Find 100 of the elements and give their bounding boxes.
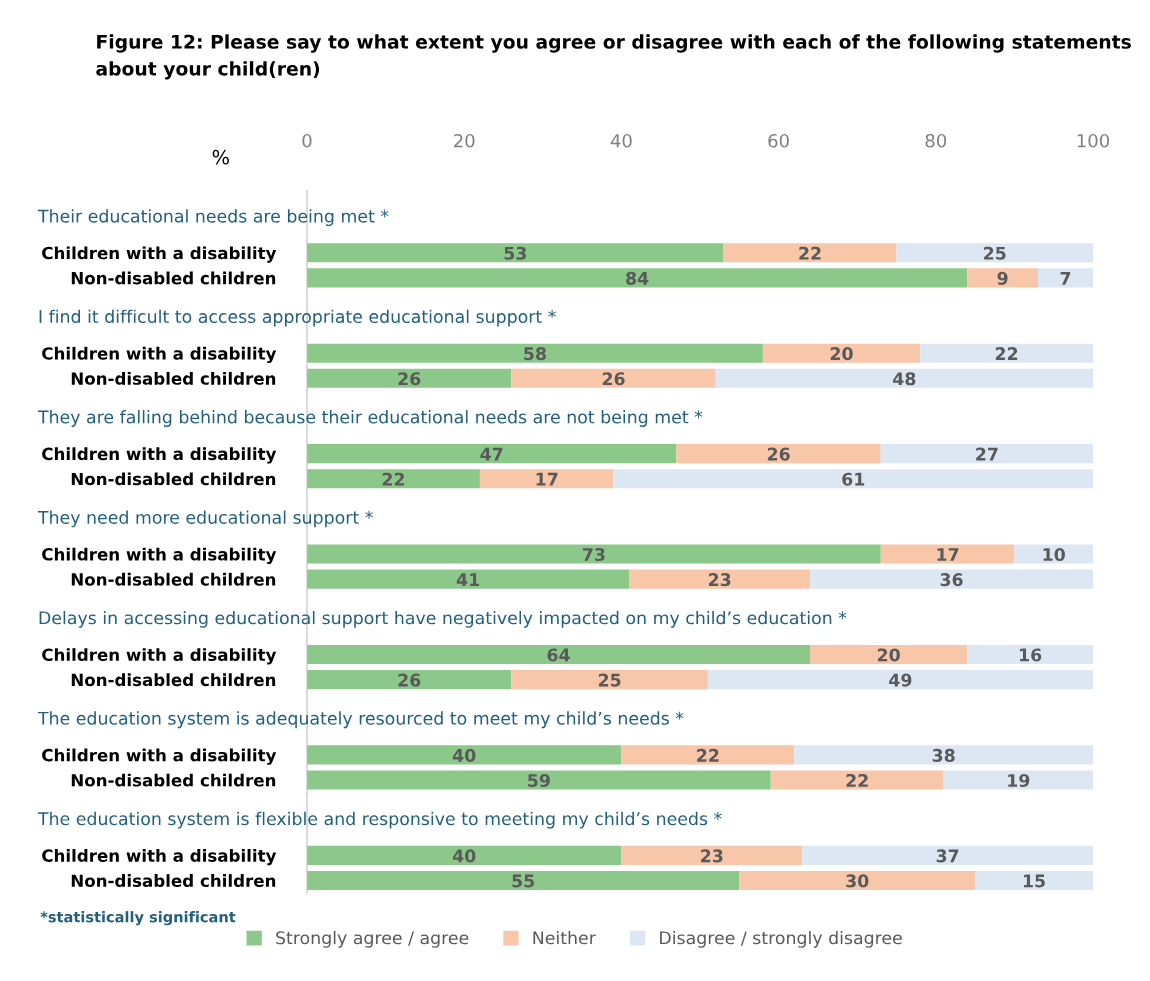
bar	[621, 845, 803, 865]
bar	[880, 544, 1015, 564]
bar	[307, 745, 622, 765]
bar	[511, 368, 716, 388]
data-label: 53	[504, 246, 526, 260]
bar	[621, 745, 795, 765]
bar	[307, 644, 811, 665]
bar	[511, 670, 708, 690]
bar	[307, 243, 724, 263]
bar	[794, 745, 1093, 765]
chart-title: The education system is flexible and responsive to meeting my child’s needs *	[37, 811, 722, 829]
chart-title: They are falling behind because their educational needs are not being met *	[37, 410, 703, 427]
bar	[307, 544, 881, 564]
bar	[307, 870, 740, 890]
x-tick-label: 100	[1077, 133, 1110, 148]
bar	[920, 343, 1093, 363]
bar	[307, 469, 480, 489]
bar	[770, 770, 944, 790]
bar	[762, 343, 921, 363]
data-label: 64	[547, 648, 570, 662]
data-label: 17	[536, 472, 558, 486]
data-label: 10	[1043, 547, 1065, 562]
bar	[613, 469, 1093, 489]
data-label: 49	[889, 673, 912, 687]
data-label: 84	[626, 271, 649, 285]
data-label: 9	[997, 271, 1008, 285]
data-label: 22	[846, 773, 868, 787]
y-tick-label: Children with a disability	[42, 346, 277, 364]
data-label: 40	[452, 849, 476, 863]
data-label: 37	[936, 849, 959, 863]
y-tick-label: Children with a disability	[42, 648, 277, 665]
bar	[307, 343, 763, 363]
data-label: 23	[708, 573, 731, 587]
y-tick-label: Children with a disability	[42, 547, 277, 564]
data-label: 38	[932, 748, 955, 762]
bar	[1014, 544, 1093, 564]
y-tick-label: Non-disabled children	[71, 371, 276, 385]
chart-title: Delays in accessing educational support have negatively impacted on my child’s education *	[39, 610, 847, 628]
bar	[307, 670, 512, 690]
y-tick-label: Non-disabled children	[71, 472, 276, 486]
x-tick-label: 80	[925, 133, 947, 148]
data-label: 26	[398, 372, 421, 386]
x-tick-label: 40	[610, 133, 632, 148]
bar	[307, 845, 622, 865]
data-label: 15	[1023, 874, 1045, 888]
y-tick-label: Non-disabled children	[71, 271, 276, 285]
y-tick-label: Non-disabled children	[71, 773, 276, 787]
data-label: 73	[582, 547, 605, 562]
data-label: 27	[976, 447, 998, 461]
bar	[943, 770, 1093, 790]
bar	[629, 569, 811, 589]
data-label: 23	[701, 849, 723, 863]
bar	[307, 770, 771, 790]
chart-title: The education system is adequately resourced to meet my child’s needs *	[37, 711, 684, 729]
data-label: 26	[767, 447, 790, 461]
data-label: 30	[846, 874, 869, 888]
bar	[307, 268, 968, 288]
y-tick-label: Non-disabled children	[71, 874, 276, 888]
y-tick-label: Non-disabled children	[71, 572, 276, 586]
data-label: 7	[1060, 272, 1071, 285]
bar	[676, 444, 881, 464]
y-tick-label: Children with a disability	[42, 748, 277, 765]
bar	[810, 644, 968, 665]
data-label: 40	[452, 748, 476, 762]
data-label: 36	[940, 573, 963, 587]
chart-subtitle: Their educational needs are being met *	[37, 209, 389, 227]
data-label: 19	[1008, 773, 1030, 788]
data-label: 26	[398, 673, 421, 687]
data-label: 59	[528, 773, 550, 788]
bar	[479, 469, 614, 489]
bar	[739, 870, 976, 890]
data-label: 17	[937, 548, 959, 561]
data-label: 22	[697, 748, 719, 762]
data-label: 22	[995, 347, 1018, 360]
data-label: 26	[602, 372, 625, 386]
data-label: 22	[382, 472, 405, 486]
legend-label: Strongly agree / agree	[276, 930, 469, 948]
chart-title: I find it difficult to access appropriate educational support *	[39, 309, 556, 327]
y-tick-label: Non-disabled children	[71, 673, 276, 687]
data-label: 20	[877, 648, 900, 662]
data-label: 47	[480, 447, 503, 461]
chart-title: Figure 12: Please say to what extent you agree or disagree with each of the following statements about your child(ren)	[96, 34, 1131, 80]
data-label: 16	[1020, 648, 1042, 662]
data-label: 20	[830, 347, 853, 361]
bar	[880, 444, 1093, 464]
data-label: 55	[512, 874, 535, 888]
bar	[307, 444, 677, 464]
bar	[707, 670, 1093, 690]
data-label: 61	[842, 472, 865, 486]
data-label: 48	[893, 372, 916, 386]
bar	[715, 368, 1093, 388]
data-label: 25	[984, 246, 1006, 260]
x-axis-title: %	[212, 149, 229, 165]
bar	[307, 569, 630, 589]
text: *statistically significant	[40, 911, 236, 926]
bar	[896, 243, 1093, 263]
x-tick-label: 0	[302, 133, 312, 148]
y-tick-label: Children with a disability	[42, 246, 277, 263]
bar	[723, 243, 897, 263]
bar	[967, 644, 1093, 665]
